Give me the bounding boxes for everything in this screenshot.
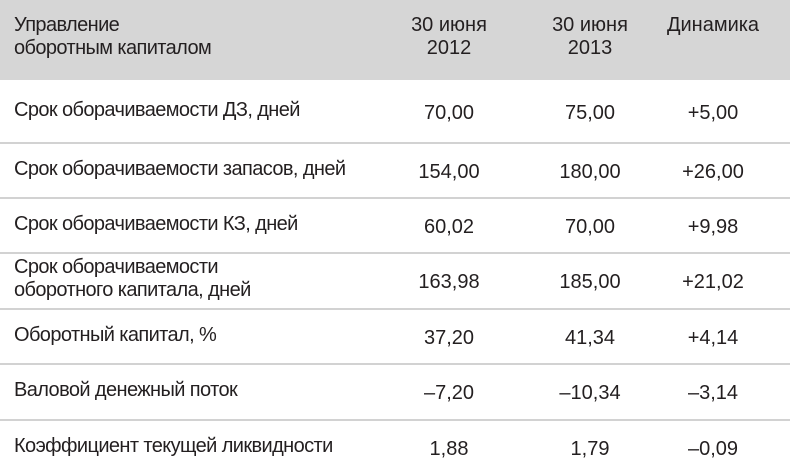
header-col-line: 2012 — [426, 37, 472, 59]
row-separator — [0, 197, 790, 199]
value-2013: 1,79 — [570, 438, 610, 460]
row-label: Валовой денежный поток — [14, 379, 238, 401]
row-separator — [0, 419, 790, 421]
row-separator — [0, 252, 790, 254]
row-label: Срок оборачиваемости КЗ, дней — [14, 212, 298, 235]
value-change: +26,00 — [682, 160, 744, 183]
value-change: –0,09 — [687, 438, 739, 460]
header-title: Управление оборотным капиталом — [14, 14, 212, 60]
value-change: +21,02 — [682, 271, 744, 293]
row-label-line: Срок оборачиваемости — [14, 256, 219, 278]
value-2012: 1,88 — [429, 438, 469, 460]
value-2012: –7,20 — [423, 382, 475, 404]
row-label: Срок оборачиваемости ДЗ, дней — [14, 98, 300, 121]
row-label: Срок оборачиваемости оборотного капитала,… — [14, 256, 251, 302]
value-2013: 75,00 — [564, 101, 616, 124]
value-change: –3,14 — [687, 382, 739, 404]
value-2012: 37,20 — [423, 326, 475, 349]
value-2012: 60,02 — [423, 215, 475, 238]
value-change: +5,00 — [687, 101, 739, 124]
header-col-line: 30 июня — [552, 14, 628, 36]
header-col-2013: 30 июня 2013 — [520, 14, 660, 60]
value-2013: –10,34 — [559, 382, 621, 404]
header-col-line: 30 июня — [411, 14, 487, 36]
value-2013: 185,00 — [559, 271, 621, 293]
row-separator — [0, 308, 790, 310]
header-title-line: Управление — [14, 14, 120, 36]
value-2012: 154,00 — [418, 160, 480, 183]
header-col-change: Динамика — [666, 14, 760, 36]
header-col-2012: 30 июня 2012 — [379, 14, 519, 60]
table-header — [0, 0, 790, 80]
header-col-line: 2013 — [567, 37, 613, 59]
row-separator — [0, 363, 790, 365]
row-label: Коэффициент текущей ликвидности — [14, 435, 333, 457]
row-label: Оборотный капитал, % — [14, 323, 217, 346]
row-label: Срок оборачиваемости запасов, дней — [14, 157, 346, 180]
value-2012: 70,00 — [423, 101, 475, 124]
value-change: +4,14 — [687, 326, 739, 349]
value-2013: 41,34 — [564, 326, 616, 349]
value-2013: 70,00 — [564, 215, 616, 238]
value-2013: 180,00 — [559, 160, 621, 183]
value-change: +9,98 — [687, 215, 739, 238]
row-separator — [0, 142, 790, 144]
header-title-line: оборотным капиталом — [14, 37, 212, 59]
row-label-line: оборотного капитала, дней — [14, 279, 251, 301]
value-2012: 163,98 — [418, 271, 480, 293]
